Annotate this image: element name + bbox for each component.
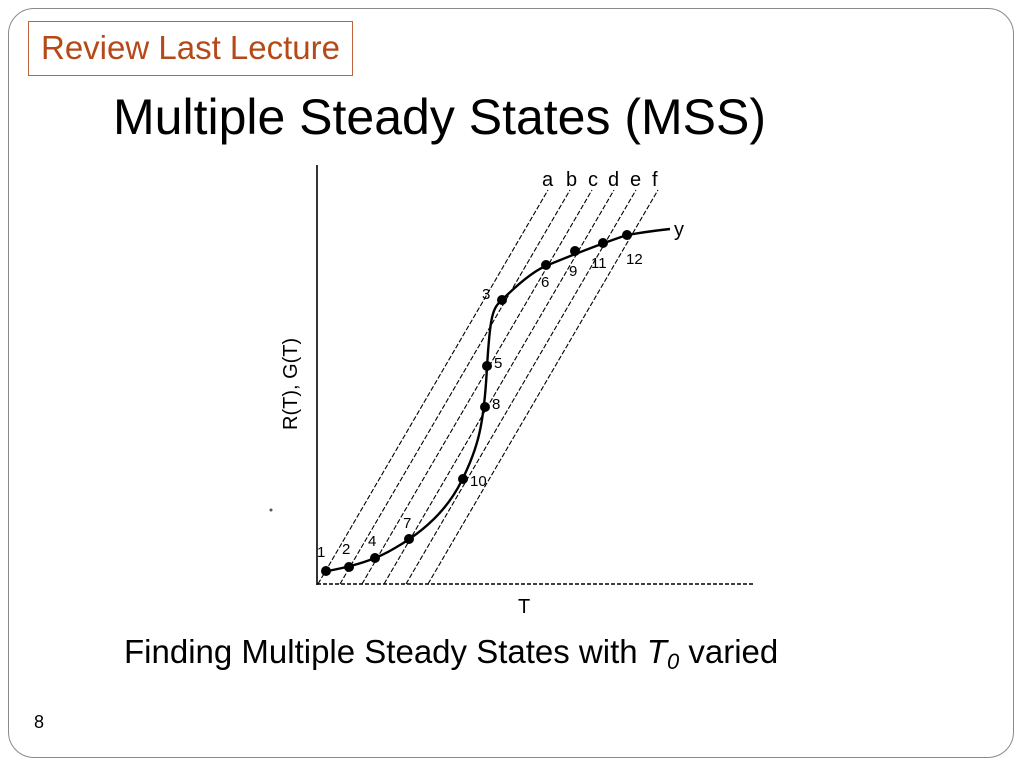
line-label-f: f xyxy=(652,169,658,191)
caption-subscript: 0 xyxy=(666,649,680,674)
line-label-e: e xyxy=(630,169,641,191)
removal-lines xyxy=(317,189,659,585)
figure-caption: Finding Multiple Steady States with T0 v… xyxy=(124,631,778,673)
slide-title: Multiple Steady States (MSS) xyxy=(113,89,767,145)
caption-prefix: Finding Multiple Steady States with xyxy=(124,633,647,670)
point-label-3: 3 xyxy=(482,286,490,303)
point-label-7: 7 xyxy=(403,515,411,532)
point-label-9: 9 xyxy=(569,263,577,280)
slide-number: 8 xyxy=(34,712,45,732)
stray-mark xyxy=(269,508,273,512)
point-label-5: 5 xyxy=(494,355,502,372)
removal-line-a xyxy=(317,189,549,585)
caption-variable: T xyxy=(646,633,667,670)
point-8 xyxy=(480,402,490,412)
point-11 xyxy=(598,238,608,248)
point-label-2: 2 xyxy=(342,541,350,558)
point-label-11: 11 xyxy=(591,255,607,272)
steady-state-points xyxy=(321,230,632,576)
point-12 xyxy=(622,230,632,240)
removal-line-c xyxy=(361,189,593,585)
line-label-a: a xyxy=(542,169,554,191)
slide-frame xyxy=(8,8,1014,758)
removal-line-f xyxy=(427,189,659,585)
point-3 xyxy=(497,295,507,305)
line-label-b: b xyxy=(566,169,577,191)
x-axis-label: T xyxy=(518,596,530,618)
removal-line-b xyxy=(339,189,571,585)
point-10 xyxy=(458,474,468,484)
point-label-4: 4 xyxy=(368,533,376,550)
caption-suffix: varied xyxy=(679,633,779,670)
point-7 xyxy=(404,534,414,544)
point-2 xyxy=(344,562,354,572)
point-label-12: 12 xyxy=(626,251,643,268)
review-tag: Review Last Lecture xyxy=(28,21,353,76)
point-9 xyxy=(570,246,580,256)
point-4 xyxy=(370,553,380,563)
point-label-8: 8 xyxy=(492,396,500,413)
line-label-c: c xyxy=(588,169,598,191)
removal-line-e xyxy=(405,189,637,585)
curve-label-y: y xyxy=(674,219,684,241)
point-6 xyxy=(541,260,551,270)
line-label-d: d xyxy=(608,169,619,191)
point-label-1: 1 xyxy=(317,544,325,561)
point-label-10: 10 xyxy=(470,473,487,490)
point-5 xyxy=(482,361,492,371)
point-label-6: 6 xyxy=(541,274,549,291)
point-1 xyxy=(321,566,331,576)
y-axis-label: R(T), G(T) xyxy=(280,338,302,430)
